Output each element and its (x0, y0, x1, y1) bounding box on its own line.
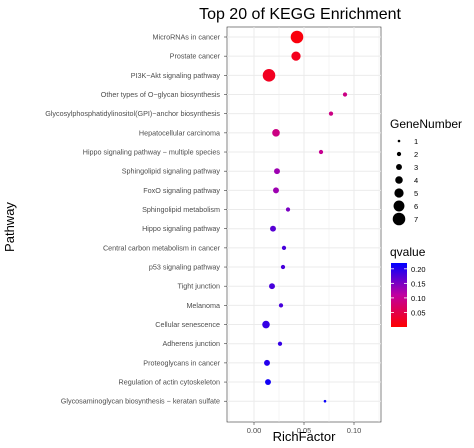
data-point (278, 303, 284, 308)
color-legend-bar (391, 263, 407, 327)
data-point (318, 149, 324, 155)
color-legend: qvalue 0.05 0.10 0.15 0.20 (390, 245, 426, 327)
data-point (277, 341, 283, 346)
size-legend-label: 4 (414, 176, 418, 185)
y-tick-label: p53 signaling pathway (149, 263, 221, 272)
y-tick-label: Hippo signaling pathway (142, 224, 220, 233)
size-legend-key (395, 176, 403, 184)
size-legend-title: GeneNumber (390, 117, 462, 131)
size-legend-label: 1 (414, 137, 418, 146)
size-legend-label: 7 (414, 215, 418, 224)
y-tick-label: Tight junction (178, 282, 220, 291)
size-legend-label: 6 (414, 202, 418, 211)
size-legend-key (394, 188, 404, 198)
chart-title: Top 20 of KEGG Enrichment (199, 6, 401, 23)
y-tick-label: Sphingolipid metabolism (142, 205, 220, 214)
color-legend-title: qvalue (390, 245, 426, 259)
color-legend-label: 0.05 (411, 308, 426, 317)
data-point (281, 245, 287, 250)
data-point (264, 359, 270, 366)
y-tick-label: MicroRNAs in cancer (153, 33, 221, 42)
y-tick-label: Glycosylphosphatidylinositol(GPI)−anchor… (45, 109, 220, 118)
x-tick-labels: 0.00 0.05 0.10 (247, 422, 362, 435)
size-legend-label: 2 (414, 150, 418, 159)
size-legend-items: 1 2 3 4 5 6 7 (392, 137, 418, 226)
data-point (342, 92, 348, 97)
size-legend-key (396, 151, 402, 157)
size-legend: GeneNumber 1 2 3 4 5 6 7 (390, 117, 462, 226)
color-legend-label: 0.20 (411, 265, 426, 274)
data-point (323, 399, 327, 403)
y-tick-label: Hepatocellular carcinoma (139, 128, 220, 137)
y-tick-label: Other types of O−glycan biosynthesis (101, 90, 221, 99)
data-point (273, 187, 279, 194)
y-tick-label: Melanoma (186, 301, 220, 310)
data-point (270, 225, 276, 232)
data-point (265, 379, 271, 386)
size-legend-label: 5 (414, 189, 418, 198)
y-tick-label: FoxO signaling pathway (143, 186, 220, 195)
size-legend-key (392, 212, 406, 226)
x-tick-label: 0.10 (347, 426, 362, 435)
y-tick-label: Central carbon metabolism in cancer (103, 243, 221, 252)
data-points (262, 30, 348, 403)
x-axis-label: RichFactor (273, 429, 337, 444)
data-point (290, 30, 304, 44)
size-legend-key (396, 164, 402, 170)
data-point (328, 111, 334, 116)
data-point (269, 283, 275, 290)
y-tick-label: Regulation of actin cytoskeleton (119, 378, 221, 387)
color-legend-label: 0.10 (411, 294, 426, 303)
x-tick-label: 0.00 (247, 426, 262, 435)
y-tick-label: PI3K−Akt signaling pathway (131, 71, 221, 80)
data-point (274, 168, 280, 175)
y-tick-label: Hippo signaling pathway − multiple speci… (83, 148, 221, 157)
size-legend-key (397, 139, 401, 143)
y-tick-labels: MicroRNAs in cancer Prostate cancer PI3K−A… (45, 33, 227, 406)
data-point (280, 264, 286, 270)
color-legend-label: 0.15 (411, 279, 426, 288)
y-tick-label: Glycosaminoglycan biosynthesis − keratan… (61, 397, 220, 406)
size-legend-key (393, 200, 405, 212)
y-tick-label: Sphingolipid signaling pathway (122, 167, 221, 176)
color-legend-ticks: 0.05 0.10 0.15 0.20 (391, 265, 426, 317)
data-point (272, 129, 280, 137)
y-tick-label: Proteoglycans in cancer (143, 358, 220, 367)
y-tick-label: Prostate cancer (170, 52, 221, 61)
y-tick-label: Cellular senescence (155, 320, 220, 329)
data-point (262, 320, 270, 329)
size-legend-label: 3 (414, 163, 418, 172)
y-axis-label: Pathway (2, 202, 17, 252)
y-tick-label: Adherens junction (162, 339, 220, 348)
x-tick-label: 0.05 (297, 426, 312, 435)
data-point (291, 51, 301, 61)
grid-lines (227, 27, 381, 422)
data-point (285, 207, 291, 212)
data-point (262, 69, 276, 82)
